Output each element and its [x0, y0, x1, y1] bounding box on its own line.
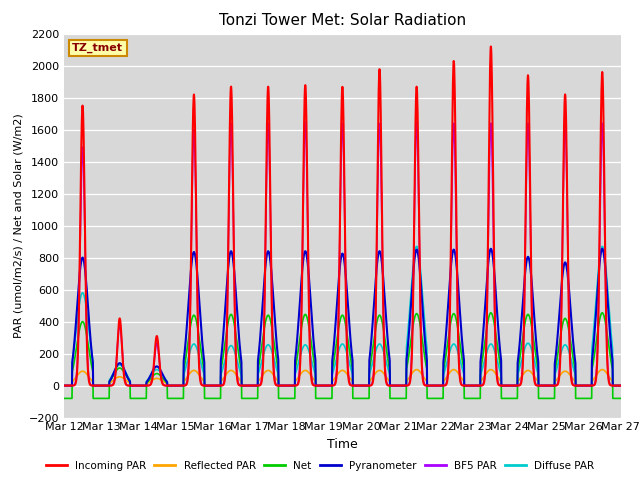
- Net: [358, 396, 366, 401]
- BF5 PAR: [504, 383, 512, 388]
- Incoming PAR: [216, 383, 223, 388]
- Incoming PAR: [568, 380, 575, 385]
- Incoming PAR: [584, 383, 591, 388]
- Pyranometer: [371, 293, 378, 299]
- Reflected PAR: [568, 374, 575, 380]
- Incoming PAR: [617, 383, 625, 388]
- Incoming PAR: [358, 383, 366, 388]
- Diffuse PAR: [504, 383, 512, 388]
- Diffuse PAR: [598, 243, 606, 249]
- BF5 PAR: [60, 383, 68, 388]
- Pyranometer: [504, 383, 512, 388]
- Reflected PAR: [358, 383, 366, 388]
- Pyranometer: [617, 383, 625, 388]
- Net: [617, 396, 625, 401]
- Reflected PAR: [504, 383, 512, 388]
- Incoming PAR: [504, 383, 512, 388]
- Pyranometer: [598, 246, 606, 252]
- Diffuse PAR: [358, 383, 366, 388]
- Text: TZ_tmet: TZ_tmet: [72, 43, 124, 53]
- BF5 PAR: [617, 383, 625, 388]
- Net: [216, 396, 223, 401]
- Diffuse PAR: [371, 352, 378, 358]
- Diffuse PAR: [617, 383, 625, 388]
- Diffuse PAR: [583, 383, 591, 388]
- BF5 PAR: [216, 383, 223, 388]
- Pyranometer: [583, 383, 591, 388]
- Net: [371, 334, 378, 339]
- BF5 PAR: [413, 119, 420, 125]
- Reflected PAR: [598, 367, 606, 372]
- X-axis label: Time: Time: [327, 438, 358, 451]
- Line: Reflected PAR: Reflected PAR: [64, 370, 621, 385]
- Reflected PAR: [617, 383, 625, 388]
- Line: Pyranometer: Pyranometer: [64, 249, 621, 385]
- BF5 PAR: [584, 383, 591, 388]
- Reflected PAR: [216, 383, 223, 388]
- BF5 PAR: [358, 383, 366, 388]
- Reflected PAR: [60, 383, 68, 388]
- BF5 PAR: [371, 352, 378, 358]
- Net: [568, 345, 575, 351]
- Pyranometer: [358, 383, 366, 388]
- Line: Incoming PAR: Incoming PAR: [64, 47, 621, 385]
- Y-axis label: PAR (umol/m2/s) / Net and Solar (W/m2): PAR (umol/m2/s) / Net and Solar (W/m2): [13, 113, 23, 338]
- Line: BF5 PAR: BF5 PAR: [64, 122, 621, 385]
- Diffuse PAR: [60, 383, 68, 388]
- BF5 PAR: [568, 377, 575, 383]
- Incoming PAR: [60, 383, 68, 388]
- Net: [598, 310, 606, 316]
- Reflected PAR: [371, 372, 378, 377]
- Title: Tonzi Tower Met: Solar Radiation: Tonzi Tower Met: Solar Radiation: [219, 13, 466, 28]
- Diffuse PAR: [568, 359, 575, 364]
- Legend: Incoming PAR, Reflected PAR, Net, Pyranometer, BF5 PAR, Diffuse PAR: Incoming PAR, Reflected PAR, Net, Pyrano…: [42, 456, 598, 475]
- Pyranometer: [568, 319, 575, 325]
- Diffuse PAR: [216, 383, 223, 388]
- Net: [504, 396, 512, 401]
- Pyranometer: [216, 383, 223, 388]
- Reflected PAR: [583, 383, 591, 388]
- Line: Net: Net: [64, 313, 621, 398]
- Pyranometer: [60, 383, 68, 388]
- Net: [583, 396, 591, 401]
- Incoming PAR: [487, 44, 495, 49]
- Incoming PAR: [371, 358, 378, 363]
- Net: [60, 396, 68, 401]
- Line: Diffuse PAR: Diffuse PAR: [64, 246, 621, 385]
